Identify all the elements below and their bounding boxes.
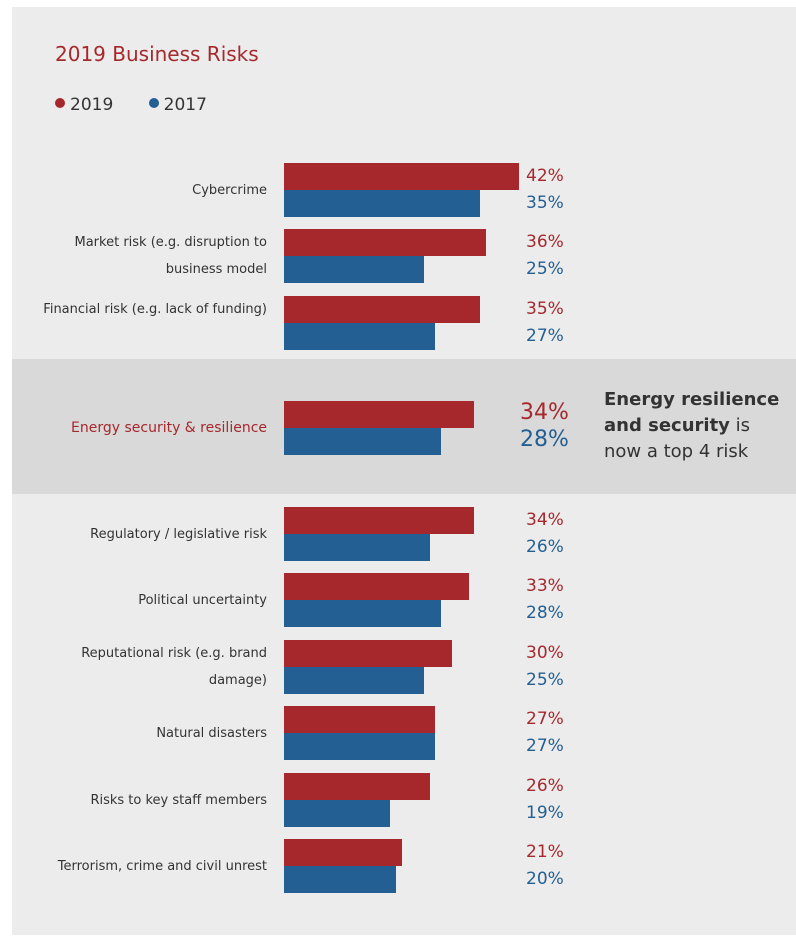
bar-2019-terrorism-crime-and-civil-unrest bbox=[284, 839, 402, 866]
bar-2017-reputational-risk-e-g-brand-damage bbox=[284, 667, 424, 694]
value-label-2019-terrorism-crime-and-civil-unrest: 21% bbox=[526, 842, 564, 862]
value-label-2019-financial-risk-e-g-lack-of-funding: 35% bbox=[526, 299, 564, 319]
value-label-2019-cybercrime: 42% bbox=[526, 166, 564, 186]
chart-title: 2019 Business Risks bbox=[55, 42, 259, 66]
bar-2017-regulatory-legislative-risk bbox=[284, 534, 430, 561]
value-label-2017-energy-security-resilience: 28% bbox=[520, 427, 569, 452]
bar-2017-terrorism-crime-and-civil-unrest bbox=[284, 866, 396, 893]
value-label-2019-market-risk-e-g-disruption-to-business-model: 36% bbox=[526, 232, 564, 252]
bar-2019-cybercrime bbox=[284, 163, 520, 190]
value-label-2017-political-uncertainty: 28% bbox=[526, 603, 564, 623]
legend-dot-2019 bbox=[55, 98, 65, 108]
value-label-2019-risks-to-key-staff-members: 26% bbox=[526, 776, 564, 796]
bar-2019-natural-disasters bbox=[284, 706, 436, 733]
bar-2019-market-risk-e-g-disruption-to-business-model bbox=[284, 229, 486, 256]
category-label-political-uncertainty: Political uncertainty bbox=[138, 592, 267, 608]
value-label-2019-regulatory-legislative-risk: 34% bbox=[526, 510, 564, 530]
value-label-2017-reputational-risk-e-g-brand-damage: 25% bbox=[526, 670, 564, 690]
category-label-energy-security-resilience: Energy security & resilience bbox=[71, 419, 267, 436]
bar-2017-market-risk-e-g-disruption-to-business-model bbox=[284, 256, 424, 283]
category-label-financial-risk-e-g-lack-of-funding: Financial risk (e.g. lack of funding) bbox=[43, 302, 267, 317]
category-label-regulatory-legislative-risk: Regulatory / legislative risk bbox=[90, 526, 267, 542]
value-label-2017-risks-to-key-staff-members: 19% bbox=[526, 803, 564, 823]
value-label-2017-natural-disasters: 27% bbox=[526, 736, 564, 756]
category-label-terrorism-crime-and-civil-unrest: Terrorism, crime and civil unrest bbox=[57, 858, 267, 874]
value-label-2017-market-risk-e-g-disruption-to-business-model: 25% bbox=[526, 259, 564, 279]
bar-2017-natural-disasters bbox=[284, 733, 436, 760]
category-label-cybercrime: Cybercrime bbox=[192, 182, 267, 198]
category-label-natural-disasters: Natural disasters bbox=[156, 725, 267, 741]
bar-2019-political-uncertainty bbox=[284, 573, 469, 600]
value-label-2019-reputational-risk-e-g-brand-damage: 30% bbox=[526, 643, 564, 663]
value-label-2019-political-uncertainty: 33% bbox=[526, 576, 564, 596]
value-label-2019-energy-security-resilience: 34% bbox=[520, 400, 569, 425]
bar-2017-risks-to-key-staff-members bbox=[284, 800, 391, 827]
callout-text: Energy resilience and security is now a … bbox=[604, 387, 784, 465]
bar-2017-financial-risk-e-g-lack-of-funding bbox=[284, 323, 436, 350]
legend-label-2017: 2017 bbox=[163, 95, 207, 115]
legend-label-2019: 2019 bbox=[70, 95, 114, 115]
category-label-reputational-risk-e-g-brand-damage: Reputational risk (e.g. brand damage) bbox=[81, 646, 267, 688]
bar-2019-regulatory-legislative-risk bbox=[284, 507, 475, 534]
bar-2019-risks-to-key-staff-members bbox=[284, 773, 430, 800]
value-label-2019-natural-disasters: 27% bbox=[526, 709, 564, 729]
bar-2017-political-uncertainty bbox=[284, 600, 441, 627]
bar-2019-financial-risk-e-g-lack-of-funding bbox=[284, 296, 480, 323]
bar-2017-cybercrime bbox=[284, 190, 480, 217]
bar-2019-reputational-risk-e-g-brand-damage bbox=[284, 640, 452, 667]
category-label-risks-to-key-staff-members: Risks to key staff members bbox=[90, 792, 267, 808]
value-label-2017-financial-risk-e-g-lack-of-funding: 27% bbox=[526, 326, 564, 346]
callout-rest: is now a top 4 risk bbox=[604, 415, 751, 462]
bar-2017-energy-security-resilience bbox=[284, 428, 441, 455]
legend-dot-2017 bbox=[148, 98, 159, 108]
legend-item-2019: 2019 bbox=[55, 95, 113, 115]
legend: 2019 2017 bbox=[55, 95, 237, 115]
value-label-2017-terrorism-crime-and-civil-unrest: 20% bbox=[526, 869, 564, 889]
bar-2019-energy-security-resilience bbox=[284, 401, 475, 428]
value-label-2017-regulatory-legislative-risk: 26% bbox=[526, 537, 564, 557]
value-label-2017-cybercrime: 35% bbox=[526, 193, 564, 213]
callout-bold: Energy resilience and security bbox=[604, 389, 780, 436]
category-label-market-risk-e-g-disruption-to-business-model: Market risk (e.g. disruption to business… bbox=[74, 235, 268, 277]
legend-item-2017: 2017 bbox=[148, 95, 207, 115]
